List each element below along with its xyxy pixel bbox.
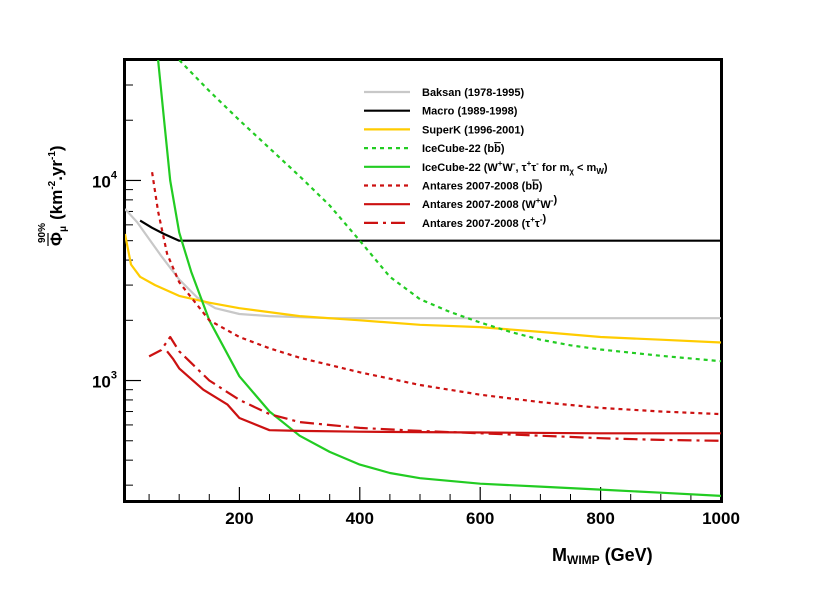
legend-label-7: Antares 2007-2008 (W+W-) (422, 194, 557, 211)
y-axis-title-exp1: -2 (47, 180, 58, 189)
x-tick-label: 400 (346, 509, 374, 528)
x-axis-title-main: M (552, 545, 567, 565)
x-axis-title-sub: WIMP (567, 553, 600, 567)
y-axis-title: Φμ (km-2.yr-1) 90% (37, 145, 69, 246)
legend-text-part: for m (539, 162, 570, 174)
y-axis-title-exp2: -1 (47, 151, 58, 160)
legend-label-5: IceCube-22 (W+W-, τ+τ- for mχ < mW) (422, 159, 608, 176)
legend-label-6: Antares 2007-2008 (bb) (422, 181, 543, 193)
legend-text-part: ) (553, 194, 557, 206)
series-line-4 (178, 60, 721, 363)
legend-sup: - (536, 159, 539, 168)
x-tick-label: 200 (225, 509, 253, 528)
y-axis-title-sub: μ (58, 226, 69, 232)
legend-antiquark: b (494, 143, 501, 155)
x-axis-title-unit: (GeV) (605, 545, 653, 565)
series-line-3 (125, 233, 721, 344)
legend-text-part: Macro (1989-1998) (422, 106, 518, 118)
legend-text-part: τ (531, 162, 536, 174)
legend-sup: + (536, 196, 541, 205)
series-line-8 (148, 335, 721, 442)
legend-text-part: , τ (516, 162, 527, 174)
x-axis-ticks: 200 400 600 800 1000 (148, 487, 740, 528)
legend: Baksan (1978-1995) Macro (1989-1998) Super… (364, 87, 608, 230)
legend-label-2: Macro (1989-1998) (422, 106, 518, 118)
y-tick-base: 10 (92, 172, 111, 191)
legend-text-part: ) (543, 213, 547, 225)
y-axis-title-end: ) (47, 145, 66, 151)
legend-label-3: SuperK (1996-2001) (422, 124, 524, 136)
legend-text-part: Antares 2007-2008 (b (422, 181, 532, 193)
legend-antiquark: b (532, 181, 539, 193)
plot-frame (123, 58, 723, 503)
legend-sub: W (596, 167, 604, 176)
legend-text-part: Antares 2007-2008 (W (422, 199, 536, 211)
legend-sup: + (530, 215, 535, 224)
legend-text-part: ) (539, 181, 543, 193)
series-line-7 (166, 350, 721, 435)
series-layer (125, 60, 721, 497)
legend-sup: - (551, 196, 554, 205)
legend-text-part: ) (604, 162, 608, 174)
y-tick-exponent: 4 (111, 169, 118, 181)
series-line-2 (139, 219, 721, 242)
legend-sup: - (513, 159, 516, 168)
legend-text-part: IceCube-22 (b (422, 143, 494, 155)
x-tick-label: 600 (466, 509, 494, 528)
x-axis-title: MWIMP (GeV) (552, 545, 653, 567)
y-axis-title-mid: .yr (47, 160, 66, 181)
legend-text-part: SuperK (1996-2001) (422, 124, 524, 136)
y-tick-base: 10 (92, 373, 111, 392)
legend-sup: + (527, 159, 532, 168)
legend-label-4: IceCube-22 (bb) (422, 143, 505, 155)
legend-label-1: Baksan (1978-1995) (422, 87, 524, 99)
x-tick-label: 800 (586, 509, 614, 528)
legend-text-part: W (540, 199, 551, 211)
series-line-5 (157, 60, 721, 497)
legend-sup: - (540, 215, 543, 224)
y-tick-label: 103 (92, 370, 117, 392)
series-line-6 (151, 172, 721, 416)
legend-text-part: IceCube-22 (W (422, 162, 498, 174)
legend-sup: + (498, 159, 503, 168)
y-axis-title-symbol: Φ (47, 232, 66, 246)
y-axis-title-unit: (km (47, 190, 66, 220)
series-line-1 (125, 208, 721, 320)
x-tick-label: 1000 (702, 509, 740, 528)
legend-label-8: Antares 2007-2008 (τ+τ-) (422, 213, 547, 230)
legend-text-part: W (502, 162, 513, 174)
y-axis-title-sup: 90% (37, 223, 48, 243)
legend-text-part: Baksan (1978-1995) (422, 87, 524, 99)
legend-text-part: Antares 2007-2008 (τ (422, 218, 530, 230)
legend-sub: χ (569, 167, 574, 176)
y-tick-label: 104 (92, 169, 118, 191)
svg-text:Φμ(km-2.yr-1): Φμ (km-2.yr-1) (47, 145, 69, 246)
legend-text-part: < m (574, 162, 597, 174)
y-tick-exponent: 3 (111, 370, 117, 382)
legend-text-part: ) (501, 143, 505, 155)
legend-text-part: τ (535, 218, 540, 230)
